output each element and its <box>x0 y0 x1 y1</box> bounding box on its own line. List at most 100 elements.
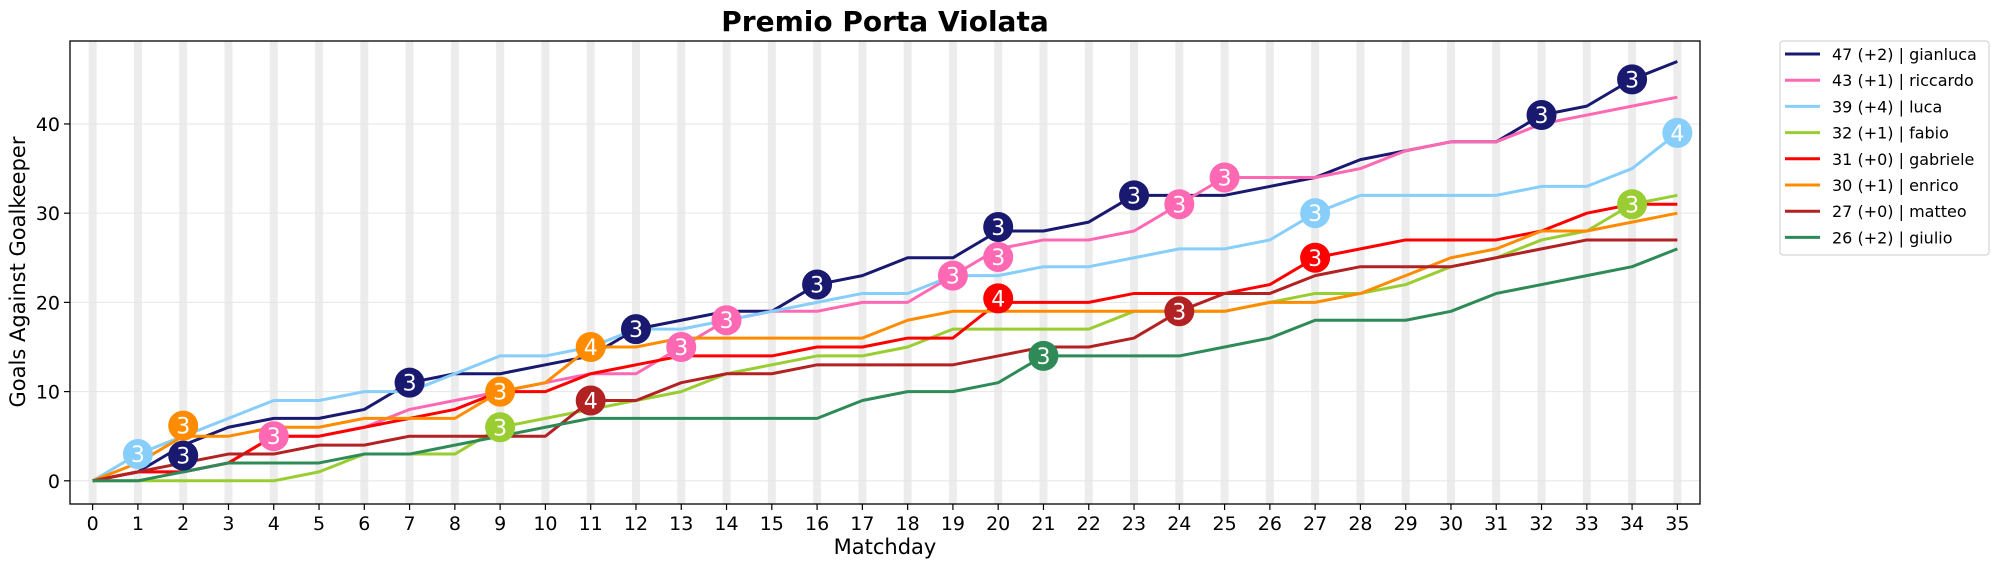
marker-label-gianluca: 3 <box>1625 68 1639 93</box>
matchday-band <box>224 41 233 504</box>
marker-matteo <box>575 385 606 416</box>
x-tick-label: 4 <box>268 513 280 535</box>
marker-label-gianluca: 3 <box>810 274 824 299</box>
marker-riccardo <box>937 260 968 291</box>
marker-label-gianluca: 3 <box>991 216 1005 241</box>
x-tick-label: 28 <box>1348 513 1372 535</box>
marker-giulio <box>1028 340 1059 371</box>
y-tick-label: 30 <box>36 203 60 225</box>
marker-label-enrico: 3 <box>493 381 507 406</box>
marker-riccardo <box>711 305 742 336</box>
x-axis-label: Matchday <box>834 535 937 559</box>
marker-label-gianluca: 3 <box>403 372 417 397</box>
legend-items: 47 (+2) | gianluca 43 (+1) | riccardo 39 (… <box>1785 45 1977 247</box>
x-tick-label: 17 <box>850 513 874 535</box>
x-tick-label: 5 <box>313 513 325 535</box>
marker-riccardo <box>258 421 289 452</box>
x-tick-label: 2 <box>177 513 189 535</box>
legend-label-giulio: 26 (+2) | giulio <box>1832 228 1953 247</box>
matchday-band <box>1628 41 1637 504</box>
matchday-band <box>677 41 686 504</box>
marker-label-fabio: 3 <box>1625 193 1639 218</box>
matchday-band <box>1265 41 1274 504</box>
marker-luca <box>1662 117 1693 148</box>
matchday-band <box>450 41 459 504</box>
y-axis-ticks: 0 10 20 30 40 <box>36 114 70 493</box>
series-line-enrico <box>92 211 1678 483</box>
marker-gabriele <box>983 283 1014 314</box>
chart-title: Premio Porta Violata <box>721 5 1048 38</box>
matchday-band <box>1446 41 1455 504</box>
marker-label-gianluca: 3 <box>1127 184 1141 209</box>
matchday-band <box>1130 41 1139 504</box>
x-tick-label: 18 <box>896 513 920 535</box>
series-line-luca <box>91 131 1679 483</box>
series-line-matteo <box>92 238 1678 483</box>
x-tick-label: 7 <box>404 513 416 535</box>
marker-label-riccardo: 3 <box>674 336 688 361</box>
x-tick-label: 3 <box>222 513 234 535</box>
marker-label-gianluca: 3 <box>629 318 643 343</box>
marker-fabio <box>1617 189 1648 220</box>
marker-label-riccardo: 3 <box>946 265 960 290</box>
marker-label-enrico: 3 <box>176 415 190 440</box>
marker-label-luca: 3 <box>131 443 145 468</box>
x-tick-label: 30 <box>1439 513 1463 535</box>
matchday-band <box>1582 41 1591 504</box>
matchday-band <box>1492 41 1501 504</box>
marker-label-riccardo: 3 <box>267 425 281 450</box>
marker-fabio <box>485 412 516 443</box>
y-tick-label: 10 <box>36 382 60 404</box>
marker-label-riccardo: 3 <box>1172 193 1186 218</box>
x-tick-label: 14 <box>714 513 738 535</box>
x-tick-label: 15 <box>760 513 784 535</box>
marker-label-riccardo: 3 <box>1218 166 1232 191</box>
matchday-band <box>1084 41 1093 504</box>
x-tick-label: 12 <box>624 513 648 535</box>
x-tick-label: 0 <box>87 513 99 535</box>
x-tick-label: 16 <box>805 513 829 535</box>
legend-label-fabio: 32 (+1) | fabio <box>1832 124 1949 143</box>
x-tick-label: 29 <box>1394 513 1418 535</box>
x-tick-label: 10 <box>533 513 557 535</box>
marker-gianluca <box>1526 100 1557 131</box>
marker-label-gianluca: 3 <box>176 445 190 470</box>
legend-label-matteo: 27 (+0) | matteo <box>1832 202 1967 221</box>
marker-riccardo <box>666 331 697 362</box>
matchday-band <box>1039 41 1048 504</box>
marker-label-giulio: 3 <box>1036 345 1050 370</box>
x-tick-label: 21 <box>1031 513 1055 535</box>
marker-label-gabriele: 4 <box>991 287 1005 312</box>
matchday-band <box>1401 41 1410 504</box>
marker-luca <box>1300 198 1331 229</box>
x-axis-ticks: 0 1 2 3 4 5 6 7 8 9 10 11 12 13 14 15 16 17 18 19 20 21 22 23 24… <box>87 504 1689 535</box>
marker-label-matteo: 3 <box>1172 300 1186 325</box>
marker-gabriele <box>1300 242 1331 273</box>
marker-riccardo <box>1164 189 1195 220</box>
marker-gianluca <box>802 269 833 300</box>
marker-riccardo <box>1209 162 1240 193</box>
matchday-band <box>767 41 776 504</box>
matchday-band <box>541 41 550 504</box>
x-tick-label: 35 <box>1665 513 1689 535</box>
y-tick-label: 40 <box>36 114 60 136</box>
matchday-band <box>360 41 369 504</box>
x-tick-label: 24 <box>1167 513 1191 535</box>
series-line-giulio <box>92 247 1678 483</box>
marker-matteo <box>1164 296 1195 327</box>
x-tick-label: 20 <box>986 513 1010 535</box>
marker-label-luca: 4 <box>1670 122 1684 147</box>
legend: 47 (+2) | gianluca 43 (+1) | riccardo 39 (… <box>1779 40 1990 256</box>
marker-enrico <box>485 376 516 407</box>
matchday-band <box>315 41 324 504</box>
legend-label-riccardo: 43 (+1) | riccardo <box>1832 71 1974 90</box>
matchday-band <box>405 41 414 504</box>
x-tick-label: 23 <box>1122 513 1146 535</box>
x-tick-label: 6 <box>358 513 370 535</box>
x-tick-label: 11 <box>579 513 603 535</box>
marker-label-matteo: 4 <box>584 390 598 415</box>
x-tick-label: 1 <box>132 513 144 535</box>
legend-label-gabriele: 31 (+0) | gabriele <box>1832 150 1974 169</box>
marker-label-luca: 3 <box>1308 202 1322 227</box>
